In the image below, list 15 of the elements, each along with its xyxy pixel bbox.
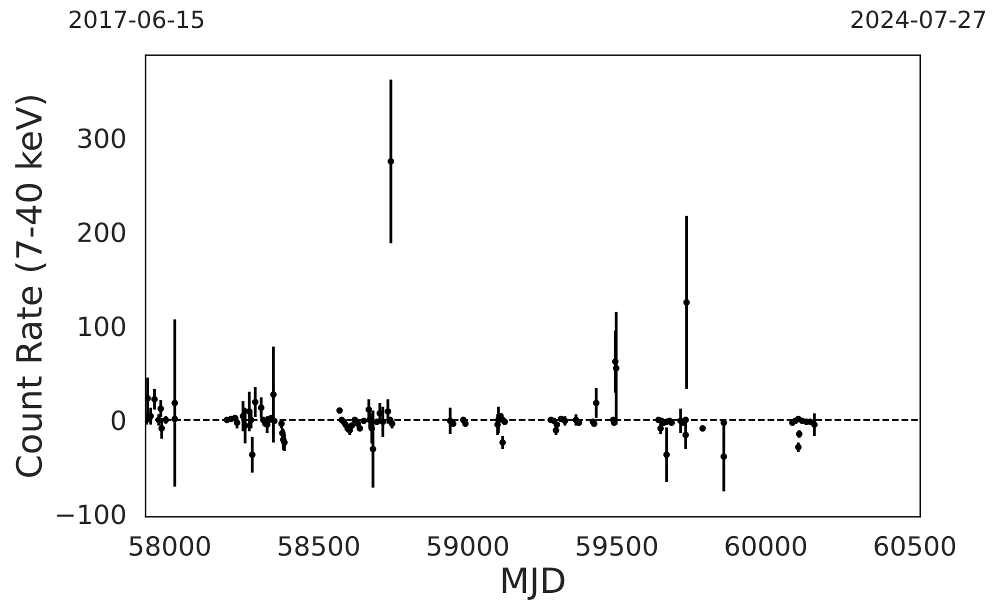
x-tick-label: 60000 [726, 536, 806, 556]
y-tick-label: 200 [78, 222, 126, 242]
x-tick-label: 59000 [428, 536, 508, 556]
y-tick-label: −100 [57, 504, 126, 524]
x-tick-label: 60500 [874, 536, 956, 556]
x-tick-label: 59500 [576, 536, 658, 556]
text: 2017-06-15 [70, 10, 204, 28]
x-tick-label: 58500 [278, 536, 359, 556]
y-axis-title: Count Rate (7-40 keV) [15, 96, 46, 477]
text: 2024-07-27 [852, 10, 986, 28]
y-tick-label: 300 [78, 128, 126, 148]
y-tick-label: 100 [79, 316, 126, 336]
x-axis-title: MJD [502, 568, 564, 600]
y-tick-label: 0 [112, 410, 126, 430]
x-tick-label: 58000 [130, 536, 210, 556]
